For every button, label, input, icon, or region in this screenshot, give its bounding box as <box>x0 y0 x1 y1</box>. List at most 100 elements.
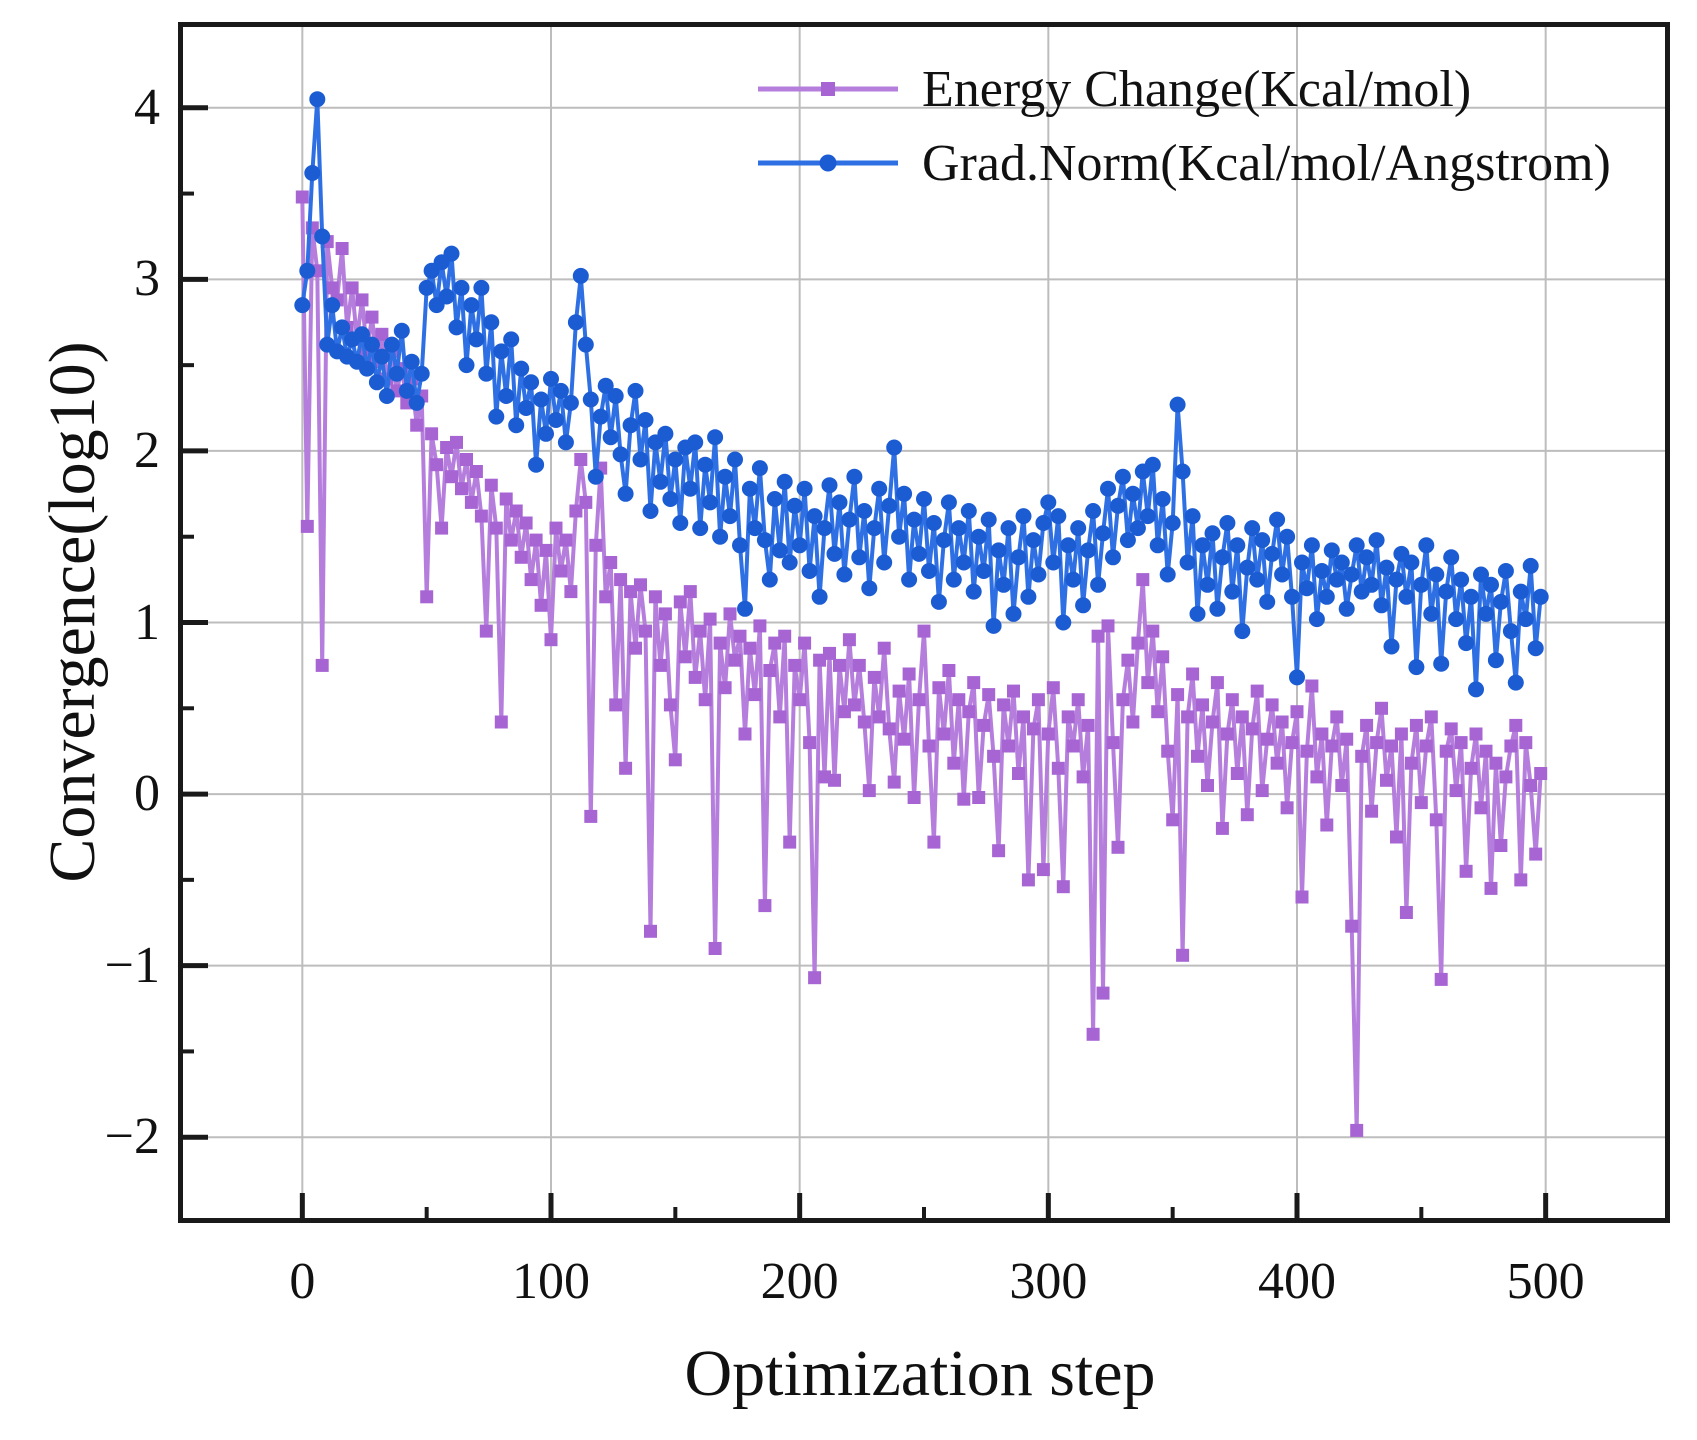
square-marker <box>857 715 871 729</box>
square-marker-icon <box>821 82 835 96</box>
circle-marker <box>364 336 380 353</box>
square-marker <box>748 688 762 702</box>
circle-marker <box>786 497 803 514</box>
square-marker <box>708 942 722 955</box>
square-legend-sample <box>758 82 898 96</box>
circle-marker <box>687 434 704 451</box>
square-marker <box>1181 710 1195 724</box>
circle-marker <box>413 365 430 382</box>
square-marker <box>1081 718 1095 732</box>
circle-marker <box>1468 681 1484 698</box>
square-marker <box>947 756 961 770</box>
square-marker <box>743 641 757 655</box>
circle-marker <box>970 528 987 545</box>
circle-marker <box>1269 511 1286 528</box>
square-marker <box>1012 767 1025 780</box>
plot-area <box>178 22 1670 1223</box>
square-marker <box>862 784 876 798</box>
square-marker <box>420 590 434 604</box>
square-marker <box>365 310 379 324</box>
square-marker <box>852 658 866 672</box>
circle-marker <box>985 617 1002 634</box>
square-marker <box>634 578 647 592</box>
square-marker <box>678 650 692 664</box>
square-marker <box>668 753 682 767</box>
circle-marker <box>1189 605 1206 622</box>
circle-marker <box>1060 537 1077 554</box>
circle-marker <box>642 503 659 519</box>
square-marker <box>1136 573 1150 587</box>
square-marker <box>519 516 533 530</box>
circle-marker <box>418 279 435 296</box>
square-marker <box>1265 698 1279 712</box>
circle-marker <box>732 537 748 554</box>
circle-marker <box>572 267 589 284</box>
circle-marker <box>821 477 838 494</box>
circle-marker <box>1085 503 1102 519</box>
circle-marker <box>1388 571 1405 588</box>
square-marker <box>574 453 588 466</box>
square-marker <box>1484 881 1498 895</box>
square-marker <box>514 550 528 564</box>
circle-marker <box>1070 520 1087 537</box>
circle-marker <box>518 400 535 416</box>
square-marker <box>673 595 687 609</box>
square-marker <box>1360 718 1374 732</box>
square-marker <box>658 607 672 621</box>
square-marker <box>683 585 697 599</box>
legend: Energy Change(Kcal/mol) Grad.Norm(Kcal/mo… <box>758 52 1611 200</box>
square-marker <box>430 458 444 472</box>
circle-marker <box>483 314 500 331</box>
circle-marker <box>1368 532 1385 549</box>
circle-marker <box>672 515 689 531</box>
circle-marker <box>766 491 783 507</box>
square-marker <box>534 598 548 612</box>
circle-marker <box>722 508 738 525</box>
circle-marker <box>1254 532 1271 549</box>
legend-item-grad-norm: Grad.Norm(Kcal/mol/Angstrom) <box>758 126 1611 200</box>
circle-legend-sample <box>758 154 898 172</box>
circle-marker <box>1532 588 1549 605</box>
square-marker <box>972 791 986 804</box>
square-marker <box>1111 840 1125 854</box>
circle-marker <box>498 388 515 404</box>
square-marker <box>1424 710 1438 724</box>
gridlines <box>178 22 1670 1223</box>
circle-marker <box>388 365 405 382</box>
circle-marker <box>1408 659 1425 676</box>
circle-marker <box>1239 559 1256 576</box>
circle-marker <box>299 262 316 279</box>
square-marker <box>1429 813 1443 827</box>
square-marker <box>962 705 976 719</box>
circle-marker <box>1522 557 1539 574</box>
circle-marker <box>667 451 684 468</box>
circle-marker <box>1214 549 1231 566</box>
square-marker <box>445 470 458 484</box>
x-tick-label: 200 <box>760 1253 839 1310</box>
circle-marker <box>334 319 351 336</box>
circle-marker <box>403 353 420 370</box>
circle-marker <box>1308 611 1325 628</box>
square-marker <box>1305 679 1319 693</box>
square-marker <box>1499 770 1513 784</box>
y-tick-label: 0 <box>134 765 160 823</box>
circle-marker <box>1458 635 1475 652</box>
series-line <box>300 195 1543 1133</box>
square-marker <box>837 705 851 719</box>
square-marker <box>1295 890 1309 904</box>
square-marker <box>564 585 578 599</box>
square-marker <box>738 727 752 741</box>
square-marker <box>663 698 677 712</box>
square-marker <box>1210 676 1224 690</box>
square-marker <box>1504 739 1518 753</box>
square-marker <box>842 633 856 647</box>
circle-marker <box>712 528 729 545</box>
circle-marker <box>378 388 395 404</box>
square-marker <box>1479 744 1493 758</box>
square-marker <box>713 636 727 650</box>
square-marker <box>1350 1123 1364 1137</box>
square-marker <box>335 242 349 255</box>
circle-marker <box>1179 554 1196 571</box>
square-marker <box>1021 873 1035 887</box>
circle-marker <box>1015 508 1032 525</box>
